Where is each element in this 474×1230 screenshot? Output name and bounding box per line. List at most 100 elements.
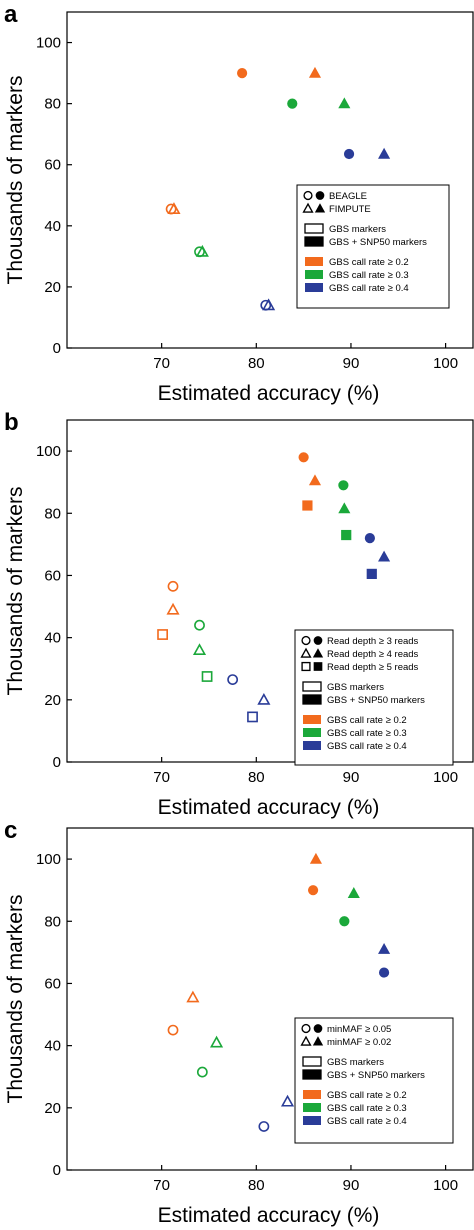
legend-marker-open [300,647,312,658]
legend-swatch [305,270,323,279]
data-point [378,967,390,978]
y-tick-label: 80 [44,96,61,113]
legend-label: GBS markers [327,1057,384,1068]
legend-marker-open [300,1035,312,1046]
data-point [195,244,209,257]
data-point [167,580,179,592]
legend-label: GBS call rate ≥ 0.2 [327,1090,407,1101]
legend-swatch [303,1116,321,1125]
data-point [378,943,391,954]
legend-marker-open [303,190,313,201]
y-tick-label: 40 [44,218,61,235]
legend-label: GBS markers [329,224,386,235]
data-point [167,1024,179,1036]
y-tick-label: 100 [36,443,61,460]
legend-label: Read depth ≥ 4 reads [327,649,419,660]
legend-swatch [302,681,322,692]
data-point [247,711,258,723]
legend-marker-filled [312,1036,324,1046]
legend-swatch [303,728,321,737]
x-tick-label: 70 [153,769,170,786]
legend-label: GBS call rate ≥ 0.3 [329,270,409,281]
data-point [343,148,355,160]
data-point [338,502,351,514]
legend-label: GBS markers [327,682,384,693]
x-tick-label: 90 [343,769,360,786]
x-tick-label: 80 [248,355,265,372]
legend-swatch [305,257,323,266]
y-tick-label: 40 [44,630,61,647]
data-point [287,98,298,109]
data-point [186,990,200,1003]
data-point [167,202,181,214]
panel-b: b 0 20 40 60 80 100 70 80 90 100 Estimated accuracy… [4,409,474,819]
legend-swatch [302,694,322,705]
x-tick-label: 80 [248,1177,265,1194]
data-point [227,674,239,686]
data-point [302,500,313,511]
data-point [339,916,350,927]
panel-a: a 0 20 40 60 80 100 70 80 90 100 Estimated accuracy… [4,1,474,405]
legend-swatch [304,223,324,234]
legend: BEAGLE FIMPUTE GBS markers GBS + SNP50 mark… [296,184,450,309]
plot-frame [66,827,474,1171]
legend-label: Read depth ≥ 5 reads [327,662,419,673]
legend-marker-filled [313,636,323,645]
legend-swatch [303,715,321,724]
legend-label: minMAF ≥ 0.05 [327,1024,391,1035]
data-point [194,619,205,631]
legend-swatch [302,1069,322,1080]
data-point [201,671,213,682]
y-tick-label: 100 [36,851,61,868]
data-point [309,852,322,864]
legend-label: FIMPUTE [329,204,371,215]
data-point [262,298,276,311]
data-point [338,480,349,491]
legend-marker-filled [315,191,325,200]
y-tick-label: 60 [44,567,61,584]
panel-letter: b [4,409,19,436]
data-point [166,602,180,615]
legend-label: GBS call rate ≥ 0.4 [329,283,409,294]
data-point [192,643,207,656]
legend-label: GBS + SNP50 markers [327,1070,425,1081]
data-point [298,452,309,463]
legend-swatch [305,283,323,292]
plot-frame [66,419,474,763]
x-axis-title: Estimated accuracy (%) [158,796,380,819]
legend-label: BEAGLE [329,191,367,202]
legend-box [294,1017,454,1144]
y-axis-title: Thousands of markers [4,487,27,696]
data-point [308,474,322,486]
data-point [378,550,391,562]
y-tick-label: 20 [44,279,61,296]
y-tick-label: 60 [44,975,61,992]
data-point [378,147,391,159]
legend-swatch [303,1103,321,1112]
legend-marker-open [301,1023,311,1034]
legend-marker-filled [312,648,324,658]
y-tick-label: 80 [44,913,61,930]
x-tick-label: 100 [433,769,458,786]
legend-label: GBS call rate ≥ 0.2 [327,715,407,726]
legend-label: minMAF ≥ 0.02 [327,1037,391,1048]
legend-label: GBS call rate ≥ 0.4 [327,1116,407,1127]
legend-swatch [303,1090,321,1099]
data-point [280,1094,295,1107]
legend-label: GBS call rate ≥ 0.3 [327,1103,407,1114]
legend-marker-open [301,661,311,672]
y-axis-title: Thousands of markers [4,76,27,285]
y-tick-label: 60 [44,157,61,174]
x-axis-title: Estimated accuracy (%) [158,382,380,405]
data-point [366,568,377,579]
legend: minMAF ≥ 0.05 minMAF ≥ 0.02 GBS markers GBS… [294,1017,454,1144]
panel-c: c 0 20 40 60 80 100 70 80 90 100 Estimated accuracy… [4,817,474,1227]
legend-swatch [302,1056,322,1067]
data-point [307,885,319,896]
data-point [338,97,351,109]
y-tick-label: 20 [44,692,61,709]
legend: Read depth ≥ 3 reads Read depth ≥ 4 reads… [294,629,454,766]
x-tick-label: 100 [433,355,458,372]
y-tick-label: 20 [44,1100,61,1117]
y-tick-label: 0 [53,754,61,771]
